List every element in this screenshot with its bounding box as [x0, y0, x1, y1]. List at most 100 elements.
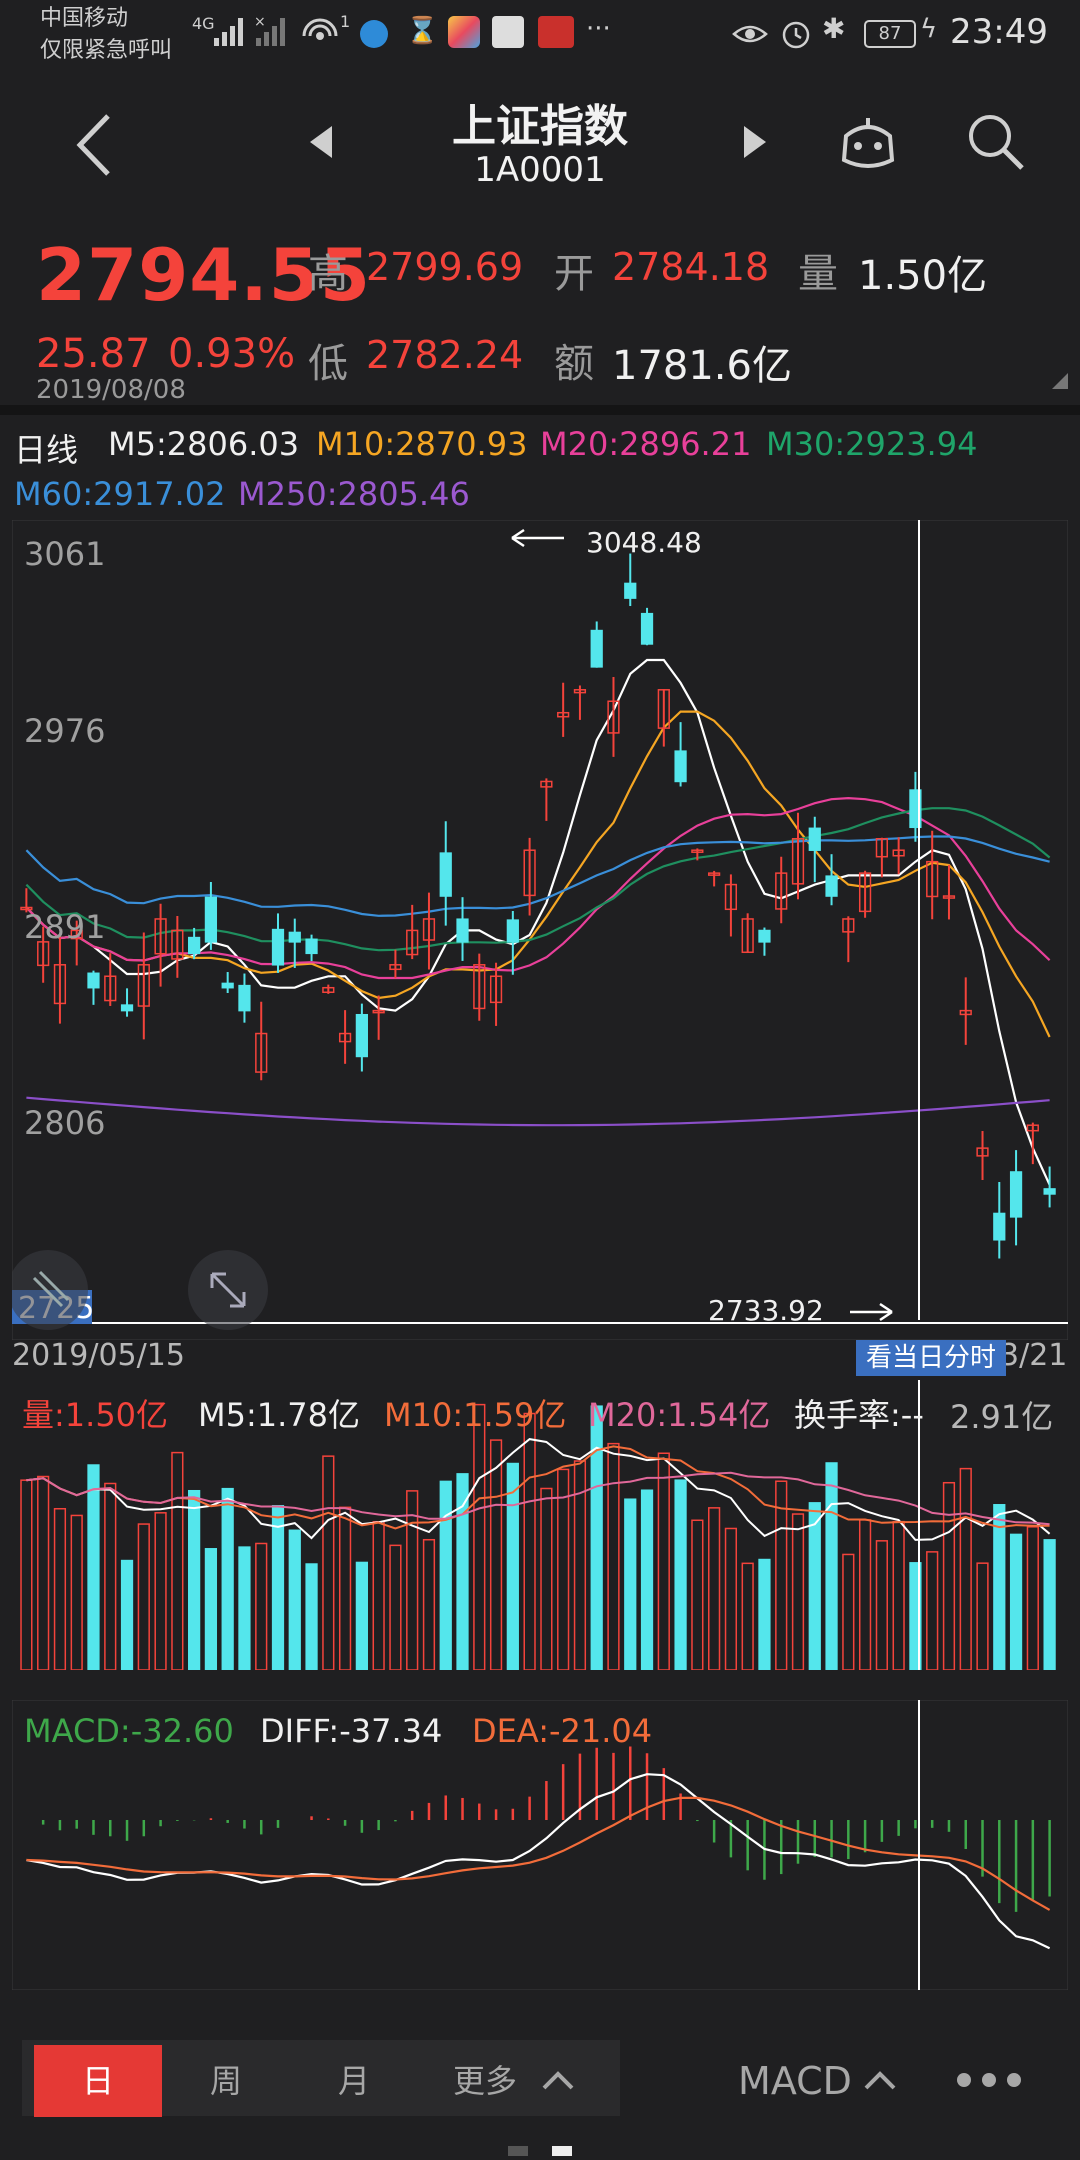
charging-icon: ϟ: [920, 14, 938, 44]
candle: [120, 1004, 134, 1012]
svg-text:×: ×: [254, 14, 266, 30]
volume-bar: [842, 1553, 855, 1671]
candle: [473, 964, 486, 1010]
vol-ma5-line: [26, 1438, 1051, 1541]
ma30-value: M30:2923.94: [766, 425, 978, 463]
volume-label: 量: [798, 251, 838, 297]
hourglass-icon: ⌛: [406, 16, 439, 46]
candle: [640, 612, 654, 645]
candle: [942, 895, 956, 899]
candle: [372, 1009, 385, 1014]
volume-bar: [137, 1523, 150, 1671]
volume-bar: [422, 1538, 436, 1671]
open-label: 开: [554, 251, 594, 297]
candle: [724, 883, 738, 911]
vol-m20: M20:1.54亿: [588, 1396, 771, 1434]
vol-max: 2.91亿: [950, 1398, 1054, 1436]
volume-bar: [926, 1551, 939, 1671]
volume-bar: [120, 1559, 134, 1671]
dea-value: DEA:-21.04: [472, 1712, 653, 1750]
tab-weekly[interactable]: 周: [209, 2062, 242, 2100]
start-date: 2019/05/15: [12, 1338, 185, 1373]
end-date: 3/21: [1000, 1338, 1068, 1373]
volume-bar: [724, 1527, 738, 1671]
indicator-selector[interactable]: MACD: [738, 2059, 852, 2103]
candle: [858, 872, 872, 913]
candle: [674, 750, 687, 783]
volume-bar: [439, 1480, 452, 1671]
volume-bar: [456, 1473, 469, 1671]
candle: [1043, 1188, 1056, 1195]
candle: [557, 711, 570, 718]
amount-value: 1781.6亿: [612, 343, 792, 389]
next-stock-icon[interactable]: [740, 122, 770, 162]
candle: [506, 919, 519, 943]
amount-label: 额: [554, 341, 594, 387]
robot-assistant-icon[interactable]: [836, 114, 900, 174]
volume-bar: [808, 1502, 821, 1671]
candle: [842, 918, 855, 933]
ma10-value: M10:2870.93: [316, 425, 528, 463]
volume-bar: [708, 1507, 721, 1671]
volume-bar: [255, 1542, 268, 1671]
volume-bar: [624, 1498, 637, 1671]
volume-bar: [758, 1558, 771, 1671]
candle: [758, 929, 771, 943]
volume-bar: [355, 1561, 368, 1671]
volume-bar: [238, 1546, 251, 1671]
candle: [171, 929, 184, 960]
indicator-chevron-up-icon[interactable]: [862, 2068, 898, 2092]
candle: [691, 849, 704, 853]
candle: [456, 918, 469, 943]
tab-daily[interactable]: 日: [34, 2045, 162, 2117]
volume-bar: [305, 1563, 318, 1671]
volume-bar: [338, 1506, 352, 1671]
volume-bar: [691, 1519, 704, 1671]
candle: [523, 849, 536, 897]
candle: [808, 827, 821, 851]
macd-chart[interactable]: [11, 1699, 1069, 1991]
ma30-line: [25, 807, 1051, 952]
vol-ma10-line: [26, 1445, 1050, 1530]
volume-bar: [674, 1479, 687, 1671]
macd-svg[interactable]: [11, 1699, 1069, 1991]
volume-bar: [70, 1514, 83, 1671]
candle: [37, 941, 50, 967]
chevron-up-icon[interactable]: [540, 2068, 576, 2092]
quote-panel: 2794.55 25.87 0.93% 2019/08/08 高 2799.69…: [0, 225, 1080, 405]
candle: [489, 975, 503, 1004]
volume-bar: [389, 1544, 402, 1671]
candle: [993, 1212, 1006, 1241]
prev-stock-icon[interactable]: [306, 122, 336, 162]
eye-icon: [732, 25, 768, 43]
candle: [1026, 1124, 1039, 1132]
tab-more[interactable]: 更多: [452, 2062, 517, 2100]
candle: [926, 860, 939, 898]
y-label-4: 2806: [24, 1104, 105, 1142]
kline-svg[interactable]: 3061 2976 2891 2806 2725 3048.48 2733.92: [8, 519, 1069, 1341]
more-options-icon[interactable]: [954, 2068, 1024, 2092]
search-icon[interactable]: [966, 112, 1026, 172]
intraday-button[interactable]: 看当日分时: [856, 1340, 1007, 1376]
network-type: 4G: [192, 14, 215, 33]
ma10-line: [25, 710, 1051, 1038]
volume-bar: [523, 1412, 536, 1671]
min-arrow-icon: [850, 1302, 893, 1322]
vol-m10: M10:1.59亿: [384, 1396, 567, 1434]
volume-bar: [557, 1468, 570, 1671]
candle: [53, 964, 67, 1005]
candle: [137, 964, 150, 1007]
volume-bar: [104, 1482, 117, 1671]
back-icon[interactable]: [72, 112, 116, 178]
volume-bar: [20, 1479, 33, 1671]
ma5-value: M5:2806.03: [108, 425, 300, 463]
volume-bar: [976, 1562, 989, 1671]
tab-monthly[interactable]: 月: [337, 2062, 370, 2100]
volume-bar: [53, 1507, 67, 1671]
candle: [188, 936, 201, 955]
kline-chart[interactable]: 3061 2976 2891 2806 2725 3048.48 2733.92: [8, 519, 1069, 1341]
volume-chart[interactable]: [12, 1380, 1068, 1671]
expand-corner-icon[interactable]: [1050, 371, 1070, 391]
volume-bar: [959, 1467, 972, 1671]
vol-m5: M5:1.78亿: [198, 1396, 361, 1434]
